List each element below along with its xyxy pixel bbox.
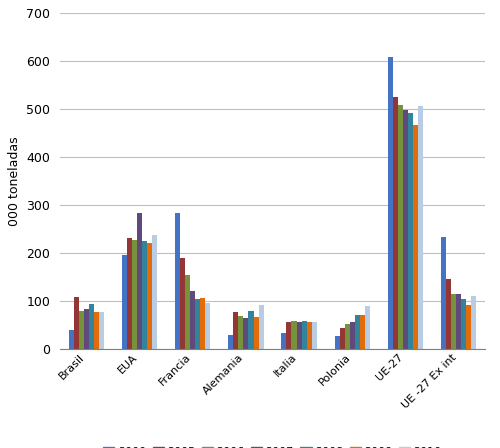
Bar xyxy=(200,297,205,349)
Bar xyxy=(132,240,137,349)
Bar xyxy=(334,336,340,349)
Bar xyxy=(344,324,350,349)
Bar xyxy=(413,125,418,349)
Bar xyxy=(79,311,84,349)
Bar xyxy=(206,303,210,349)
Bar xyxy=(340,328,344,349)
Bar xyxy=(94,312,99,349)
Bar xyxy=(185,275,190,349)
Bar xyxy=(456,294,461,349)
Bar xyxy=(122,255,127,349)
Bar xyxy=(306,322,312,349)
Bar xyxy=(466,305,471,349)
Y-axis label: 000 toneladas: 000 toneladas xyxy=(8,137,20,226)
Bar xyxy=(350,322,354,349)
Bar xyxy=(248,311,254,349)
Bar xyxy=(89,304,94,349)
Bar xyxy=(69,330,74,349)
Bar xyxy=(286,322,292,349)
Bar xyxy=(418,106,423,349)
Bar xyxy=(451,294,456,349)
Legend: 2000, 2005, 2006, 2007, 2008, 2009, 2010: 2000, 2005, 2006, 2007, 2008, 2009, 2010 xyxy=(99,442,446,448)
Bar xyxy=(152,235,158,349)
Bar xyxy=(148,243,152,349)
Bar xyxy=(282,332,286,349)
Bar xyxy=(296,322,302,349)
Bar xyxy=(180,258,185,349)
Bar xyxy=(388,56,392,349)
Bar xyxy=(190,291,196,349)
Bar xyxy=(461,298,466,349)
Bar xyxy=(408,113,413,349)
Bar xyxy=(99,313,104,349)
Bar xyxy=(142,241,148,349)
Bar xyxy=(137,213,142,349)
Bar xyxy=(254,317,258,349)
Bar xyxy=(312,322,316,349)
Bar xyxy=(398,105,403,349)
Bar xyxy=(175,213,180,349)
Bar xyxy=(74,297,79,349)
Bar xyxy=(446,279,451,349)
Bar xyxy=(403,110,408,349)
Bar xyxy=(365,306,370,349)
Bar xyxy=(441,237,446,349)
Bar xyxy=(127,238,132,349)
Bar xyxy=(84,309,89,349)
Bar xyxy=(244,318,248,349)
Bar xyxy=(258,305,264,349)
Bar xyxy=(354,315,360,349)
Bar xyxy=(360,315,365,349)
Bar xyxy=(228,335,234,349)
Bar xyxy=(302,321,306,349)
Bar xyxy=(471,296,476,349)
Bar xyxy=(234,313,238,349)
Bar xyxy=(196,299,200,349)
Bar xyxy=(292,321,296,349)
Bar xyxy=(392,97,398,349)
Bar xyxy=(238,316,244,349)
